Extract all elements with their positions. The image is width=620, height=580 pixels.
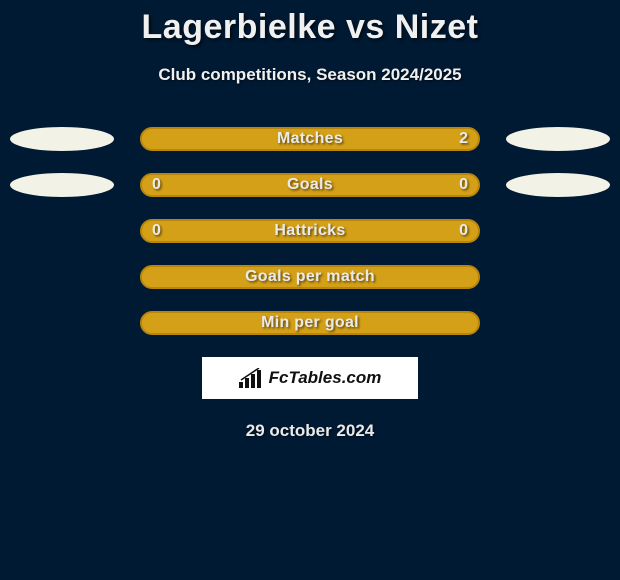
- stat-value-left: 0: [152, 222, 161, 240]
- oval-spacer: [506, 311, 610, 335]
- oval-spacer: [506, 265, 610, 289]
- brand-badge[interactable]: FcTables.com: [202, 357, 418, 399]
- stat-row: 0 Goals 0: [0, 173, 620, 197]
- page-title: Lagerbielke vs Nizet: [0, 8, 620, 47]
- oval-spacer: [10, 219, 114, 243]
- stat-row: 0 Hattricks 0: [0, 219, 620, 243]
- stat-bar: Min per goal: [140, 311, 480, 335]
- stat-label: Min per goal: [261, 314, 359, 332]
- chart-icon: [239, 368, 263, 388]
- player-oval-right: [506, 127, 610, 151]
- stat-value-right: 2: [459, 130, 468, 148]
- stat-label: Hattricks: [274, 222, 345, 240]
- stat-value-right: 0: [459, 176, 468, 194]
- stat-label: Goals: [287, 176, 333, 194]
- player-oval-left: [10, 127, 114, 151]
- brand-text: FcTables.com: [269, 368, 382, 388]
- subtitle: Club competitions, Season 2024/2025: [0, 65, 620, 85]
- stat-row: Min per goal: [0, 311, 620, 335]
- stat-bar: 0 Goals 0: [140, 173, 480, 197]
- date-text: 29 october 2024: [0, 421, 620, 441]
- oval-spacer: [10, 265, 114, 289]
- player-oval-right: [506, 173, 610, 197]
- stat-bar: Matches 2: [140, 127, 480, 151]
- comparison-widget: Lagerbielke vs Nizet Club competitions, …: [0, 0, 620, 441]
- player-oval-left: [10, 173, 114, 197]
- stat-label: Matches: [277, 130, 343, 148]
- stat-row: Matches 2: [0, 127, 620, 151]
- stat-value-right: 0: [459, 222, 468, 240]
- stat-label: Goals per match: [245, 268, 375, 286]
- oval-spacer: [10, 311, 114, 335]
- stat-bar: Goals per match: [140, 265, 480, 289]
- stat-row: Goals per match: [0, 265, 620, 289]
- stat-bar: 0 Hattricks 0: [140, 219, 480, 243]
- oval-spacer: [506, 219, 610, 243]
- stat-value-left: 0: [152, 176, 161, 194]
